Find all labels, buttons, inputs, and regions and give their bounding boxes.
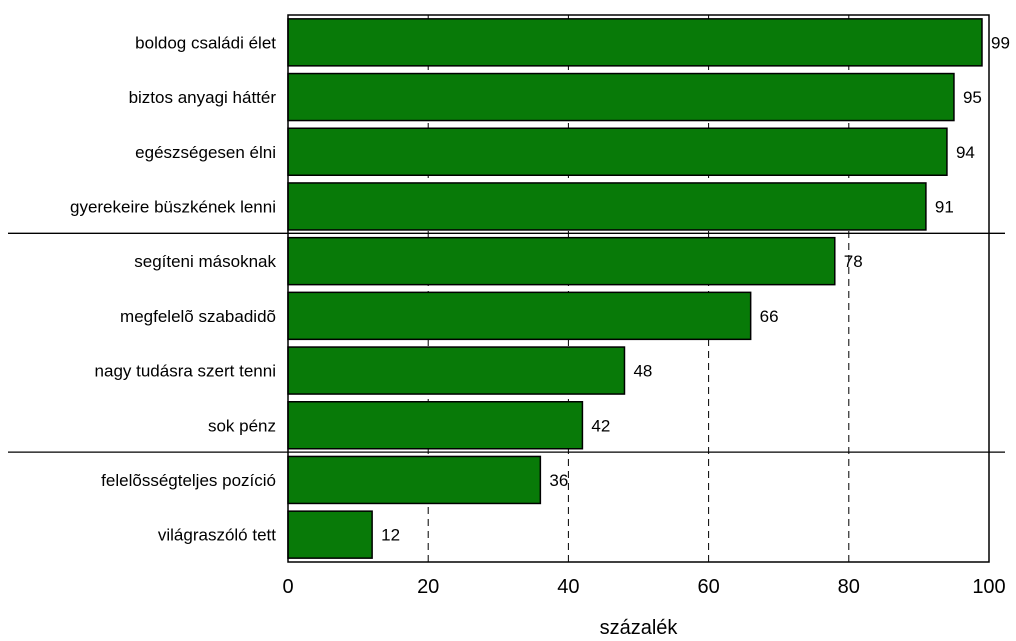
category-label: megfelelõ szabadidõ (120, 307, 276, 326)
x-tick-label: 80 (838, 576, 860, 598)
value-label: 48 (633, 362, 652, 381)
value-label: 12 (381, 526, 400, 545)
value-label: 78 (844, 252, 863, 271)
value-label: 42 (591, 416, 610, 435)
x-tick-label: 60 (697, 576, 719, 598)
bar (287, 127, 948, 176)
x-tick-label: 0 (282, 576, 293, 598)
x-axis-ticks: 0 20 40 60 80 100 (282, 576, 1005, 598)
value-label: 66 (760, 307, 779, 326)
value-label: 99 (991, 33, 1010, 52)
bar (287, 401, 584, 450)
bars (287, 18, 983, 559)
category-label: biztos anyagi háttér (129, 88, 277, 107)
value-labels: 99 95 94 91 78 66 48 42 36 12 (381, 33, 1010, 544)
value-label: 91 (935, 197, 954, 216)
value-label: 36 (549, 471, 568, 490)
x-tick-label: 100 (972, 576, 1005, 598)
category-label: felelõsségteljes pozíció (101, 471, 276, 490)
category-label: boldog családi élet (135, 33, 276, 52)
bar (287, 455, 542, 505)
x-axis-title: százalék (600, 617, 679, 639)
value-label: 95 (963, 88, 982, 107)
bar (287, 18, 983, 67)
bar (287, 510, 373, 559)
category-label: segíteni másoknak (134, 252, 276, 271)
bar (287, 291, 752, 341)
category-label: egészségesen élni (135, 143, 276, 162)
group-separators (8, 232, 1005, 453)
bar (287, 236, 836, 286)
x-tick-label: 20 (417, 576, 439, 598)
value-label: 94 (956, 143, 975, 162)
bar (287, 182, 927, 231)
category-label: nagy tudásra szert tenni (95, 362, 276, 381)
bar (287, 346, 626, 395)
plot-frame (287, 14, 990, 563)
category-label: világraszóló tett (158, 526, 276, 545)
bar (287, 72, 955, 122)
x-tick-label: 40 (557, 576, 579, 598)
category-label: sok pénz (208, 416, 276, 435)
category-label: gyerekeire büszkének lenni (70, 197, 276, 216)
category-labels: boldog családi élet biztos anyagi háttér e… (70, 33, 277, 544)
